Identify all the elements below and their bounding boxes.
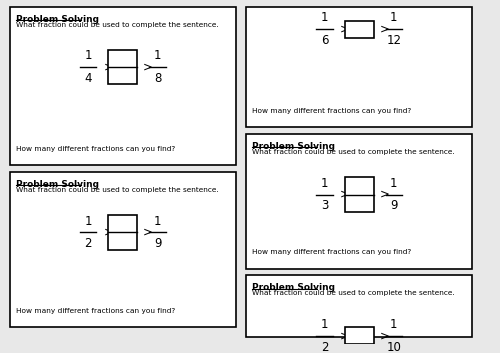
Text: 1: 1	[320, 177, 328, 190]
Text: How many different fractions can you find?: How many different fractions can you fin…	[16, 308, 175, 314]
Text: 2: 2	[320, 341, 328, 353]
Text: What fraction could be used to complete the sentence.: What fraction could be used to complete …	[16, 22, 218, 28]
Text: How many different fractions can you find?: How many different fractions can you fin…	[16, 146, 175, 152]
Text: 2: 2	[84, 237, 92, 250]
Text: 1: 1	[84, 49, 92, 62]
Text: 1: 1	[320, 318, 328, 331]
Text: 1: 1	[84, 215, 92, 228]
Bar	[108, 215, 138, 250]
Text: 10: 10	[386, 341, 402, 353]
Bar	[344, 177, 374, 212]
Text: >: >	[104, 226, 114, 239]
Bar	[246, 275, 472, 337]
Text: >: >	[340, 329, 349, 342]
Text: 3: 3	[321, 199, 328, 213]
Text: How many different fractions can you find?: How many different fractions can you fin…	[252, 250, 412, 256]
Text: 9: 9	[154, 237, 162, 250]
Bar	[246, 134, 472, 269]
Text: 1: 1	[390, 177, 398, 190]
Text: 9: 9	[390, 199, 398, 213]
Bar	[246, 7, 472, 127]
Text: >: >	[340, 188, 349, 201]
Text: >: >	[340, 23, 349, 36]
Text: 6: 6	[320, 34, 328, 47]
Text: Problem Solving: Problem Solving	[252, 283, 335, 292]
Text: >: >	[104, 61, 114, 74]
Text: Problem Solving: Problem Solving	[252, 142, 335, 151]
Bar	[344, 21, 374, 38]
Text: >: >	[380, 329, 389, 342]
Text: What fraction could be used to complete the sentence.: What fraction could be used to complete …	[16, 187, 218, 193]
Text: What fraction could be used to complete the sentence.: What fraction could be used to complete …	[252, 149, 455, 155]
Text: 1: 1	[390, 11, 398, 24]
Text: Problem Solving: Problem Solving	[16, 15, 99, 24]
Text: >: >	[143, 61, 153, 74]
Text: >: >	[143, 226, 153, 239]
Text: >: >	[380, 188, 389, 201]
Text: 1: 1	[320, 11, 328, 24]
Bar	[108, 50, 138, 84]
Text: 1: 1	[154, 215, 162, 228]
Text: 4: 4	[84, 72, 92, 85]
Text: 1: 1	[154, 49, 162, 62]
Bar	[10, 172, 236, 327]
Text: >: >	[380, 23, 389, 36]
Text: What fraction could be used to complete the sentence.: What fraction could be used to complete …	[252, 290, 455, 296]
Text: 8: 8	[154, 72, 162, 85]
Text: 1: 1	[390, 318, 398, 331]
Text: Problem Solving: Problem Solving	[16, 180, 99, 189]
Bar	[10, 7, 236, 165]
Text: How many different fractions can you find?: How many different fractions can you fin…	[252, 108, 412, 114]
Text: 12: 12	[386, 34, 402, 47]
Bar	[344, 327, 374, 344]
